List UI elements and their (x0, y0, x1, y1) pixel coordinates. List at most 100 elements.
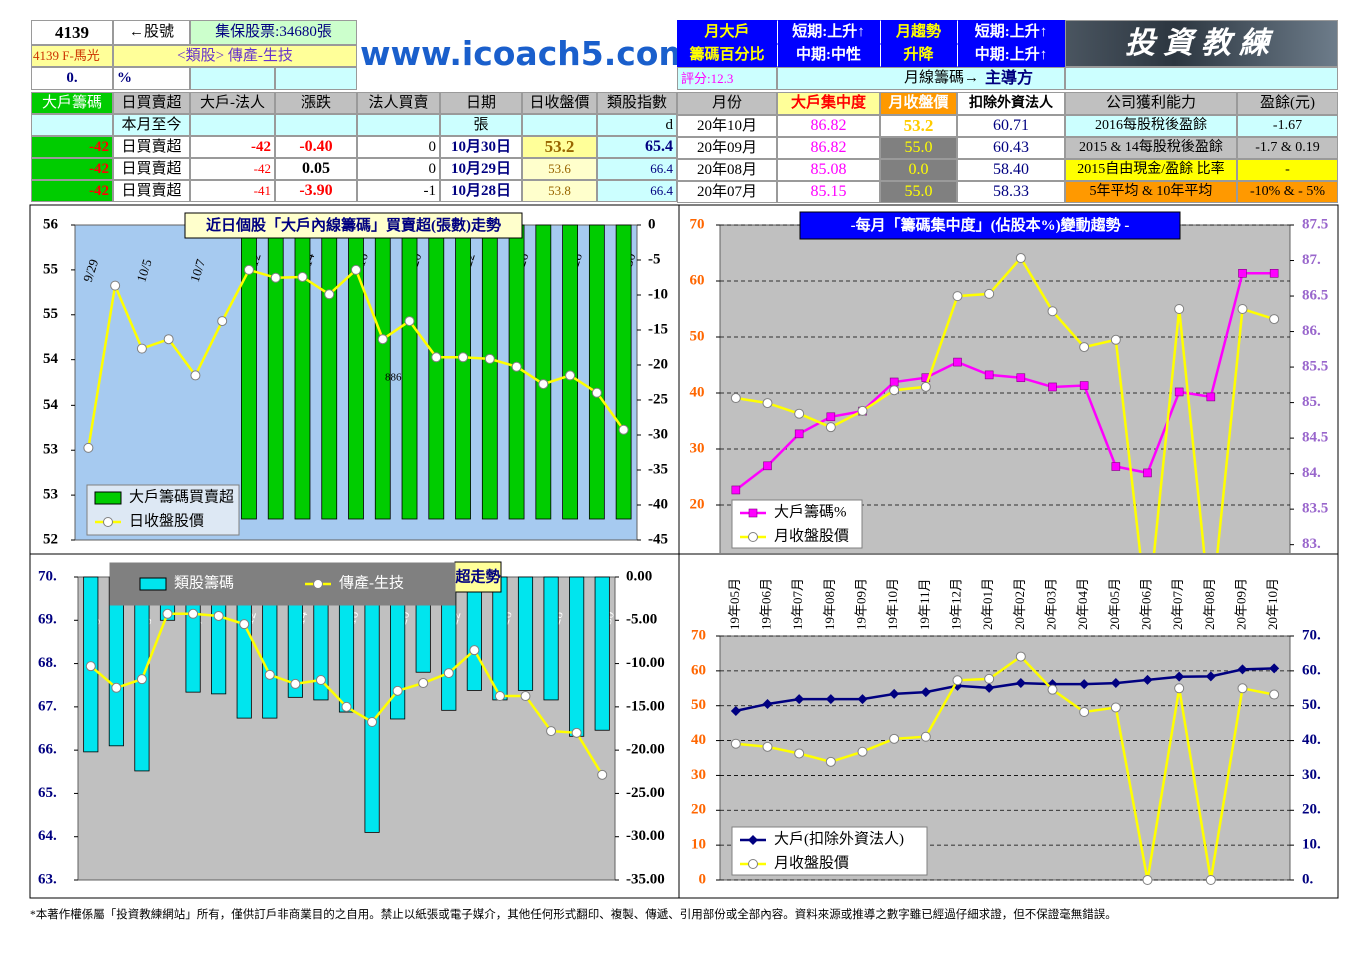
x-tick-label: 20年06月 (1138, 578, 1153, 630)
marker (324, 289, 335, 300)
marker (1079, 381, 1089, 390)
marker (1269, 269, 1279, 278)
marker (794, 429, 804, 439)
column-header: 類股指數 (597, 92, 677, 114)
subheader (522, 114, 597, 136)
marker (103, 517, 113, 527)
trend: 中期:上升↑ (957, 44, 1065, 67)
marker (443, 668, 454, 679)
tick-label: -15 (648, 321, 668, 337)
tick-label: 52 (43, 531, 58, 547)
line (735, 667, 1275, 713)
bar (535, 224, 552, 520)
table-cell: 日買賣超 (113, 180, 190, 202)
chart-title: 近日個股「大戶內線籌碼」買賣超(張數)走勢 (206, 216, 501, 234)
trend: 短期:上升↑ (957, 20, 1065, 44)
marker (110, 280, 121, 291)
tick-label: -45 (648, 531, 668, 547)
table-cell: 2016每股稅後盈餘 (1065, 115, 1237, 137)
marker (297, 271, 308, 282)
table-cell: 0 (357, 136, 440, 158)
marker (1079, 679, 1090, 690)
annotation: 886 (385, 372, 402, 384)
table-cell: 53.2 (522, 136, 597, 158)
table-cell: 55.0 (880, 137, 957, 159)
marker (889, 688, 900, 699)
pct-unit: % (113, 67, 190, 90)
cell (1065, 67, 1338, 90)
cell (190, 67, 275, 90)
tick-label: 70. (1302, 627, 1321, 643)
tick-label: 30 (691, 767, 706, 783)
table-cell: 65.4 (597, 136, 677, 158)
legend-label: 日收盤股價 (129, 512, 204, 529)
legend-label: 月收盤股價 (774, 527, 849, 544)
table-cell: 20年08月 (677, 159, 777, 181)
table-cell: -1 (357, 180, 440, 202)
marker (984, 288, 995, 299)
tick-label: -40 (648, 496, 668, 512)
marker (1269, 689, 1280, 700)
trend: 短期:上升↑ (777, 20, 880, 44)
tick-label: 40 (691, 732, 706, 748)
tick-label: -35.00 (626, 871, 665, 887)
column-header: 月收盤價 (880, 92, 957, 115)
marker (111, 682, 122, 693)
marker (1110, 334, 1121, 345)
marker (270, 272, 281, 283)
table-cell: -1.7 & 0.19 (1237, 137, 1338, 159)
table-cell: 2015 & 14每股稅後盈餘 (1065, 137, 1237, 159)
label: 籌碼百分比 (677, 44, 777, 67)
tick-label: 85. (1302, 394, 1321, 410)
table-cell: 53.2 (880, 115, 957, 137)
trend: 中期:中性 (777, 44, 880, 67)
marker (920, 381, 931, 392)
sector: <類股> 傳產-生技 (113, 45, 357, 67)
table-cell: 66.4 (597, 180, 677, 202)
tick-label: 84.5 (1302, 430, 1328, 446)
tick-label: 83.5 (1302, 501, 1328, 517)
legend-box (731, 826, 928, 876)
marker (748, 835, 758, 845)
tick-label: 60 (691, 662, 706, 678)
marker (571, 727, 582, 738)
tick-label: 70 (691, 627, 706, 643)
subheader (31, 114, 113, 136)
table-cell: -41 (190, 180, 275, 202)
title-box (454, 561, 502, 593)
marker (794, 408, 805, 419)
column-header: 大戶籌碼 (31, 92, 113, 114)
subheader (275, 114, 357, 136)
marker (163, 334, 174, 345)
table-cell: -42 (31, 180, 113, 202)
marker (190, 370, 201, 381)
column-header: 日期 (440, 92, 522, 114)
chart: 70. 69. 68. 67. 66. 65. 64. 63. 0.00 -5.00 -10.00 -… (38, 561, 665, 887)
column-header: 月份 (677, 92, 777, 115)
table-cell: 10月30日 (440, 136, 522, 158)
marker (1269, 314, 1280, 325)
marker (748, 508, 758, 518)
marker (1015, 651, 1026, 662)
marker (857, 405, 868, 416)
marker (1174, 387, 1184, 397)
marker (857, 694, 868, 705)
table-cell: 66.4 (597, 158, 677, 180)
marker (748, 532, 758, 542)
tick-label: 40 (690, 384, 705, 400)
tick-label: 30. (1302, 767, 1321, 783)
marker (763, 461, 772, 471)
tick-label: 86.5 (1302, 287, 1328, 303)
tick-label: 60. (1302, 662, 1321, 678)
column-header: 漲跌 (275, 92, 357, 114)
marker (367, 717, 378, 728)
marker (418, 678, 429, 689)
table-cell: 20年07月 (677, 181, 777, 203)
marker (618, 424, 629, 435)
marker (520, 691, 531, 702)
tick-label: -25 (648, 391, 668, 407)
x-tick-label: 20年07月 (1170, 578, 1185, 630)
tick-label: 20. (1302, 802, 1321, 818)
marker (825, 422, 836, 433)
marker (162, 608, 173, 619)
